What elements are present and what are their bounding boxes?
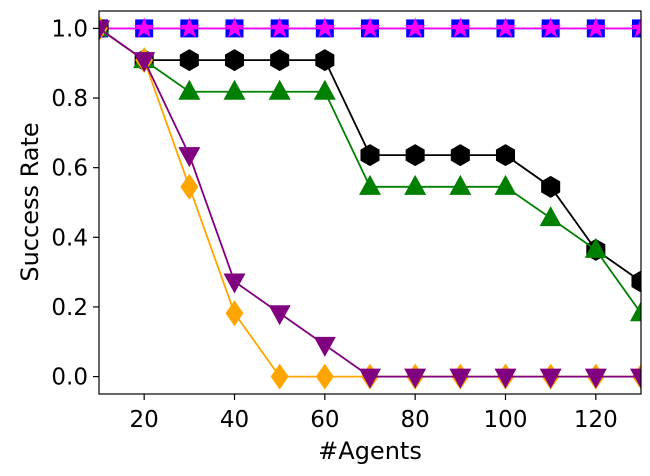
y-tick-label: 0.0 [51,365,88,391]
data-point [630,301,641,322]
data-point [270,363,289,390]
data-point [315,49,335,72]
y-tick-label: 0.8 [51,86,88,112]
data-point [180,173,199,200]
data-point [225,300,244,327]
data-point [178,79,201,100]
data-point [539,368,562,389]
data-point [450,144,470,167]
data-point [178,147,201,168]
x-tick-label: 20 [130,407,159,433]
data-point [99,20,110,41]
data-point [359,368,381,389]
data-point [313,336,336,357]
y-tick-label: 1.0 [51,16,88,42]
y-axis-label: Success Rate [16,122,44,281]
data-point [178,17,200,38]
data-point [360,144,380,167]
data-point [268,305,291,326]
data-point [631,270,641,293]
data-point [449,174,472,195]
x-tick-label: 80 [401,407,430,433]
data-point [133,17,155,38]
data-point [224,17,245,38]
data-point [224,49,245,72]
series-triangle-down [99,20,641,389]
data-point [179,49,199,72]
data-point [449,17,471,38]
x-tick-label: 120 [574,407,618,433]
plot-background [99,11,641,394]
y-tick-label: 0.4 [51,225,88,251]
data-point [359,17,381,38]
data-point [359,174,381,195]
data-point [268,79,291,100]
data-point [270,49,290,72]
y-axis-ticks: 0.0 0.2 0.4 0.6 0.8 1.0 [51,16,99,391]
x-tick-label: 100 [484,407,528,433]
data-point [584,368,607,389]
data-point [495,144,516,167]
data-point [541,175,561,198]
x-tick-label: 40 [220,407,249,433]
data-point [584,237,607,258]
data-point [494,368,517,389]
data-point [404,174,427,195]
y-tick-label: 0.2 [51,295,88,321]
data-point [223,273,246,294]
plot-frame [98,10,642,395]
x-axis-ticks: 20 40 60 80 100 120 [130,394,618,433]
data-point [223,79,246,100]
x-axis-label: #Agents [318,437,422,465]
data-point [585,17,607,38]
data-point [539,206,562,227]
data-point [449,368,472,389]
series-layer [99,15,641,390]
data-point [405,144,425,167]
y-tick-label: 0.6 [51,156,88,182]
data-point [269,17,291,38]
data-point [630,17,641,38]
data-point [133,52,156,73]
data-point [495,17,516,38]
data-point [314,17,336,38]
data-point [404,368,427,389]
data-point [313,79,336,100]
data-point [540,17,562,38]
data-point [404,17,426,38]
data-point [494,174,517,195]
data-point [315,363,334,390]
x-tick-label: 60 [310,407,339,433]
data-point [630,368,641,389]
